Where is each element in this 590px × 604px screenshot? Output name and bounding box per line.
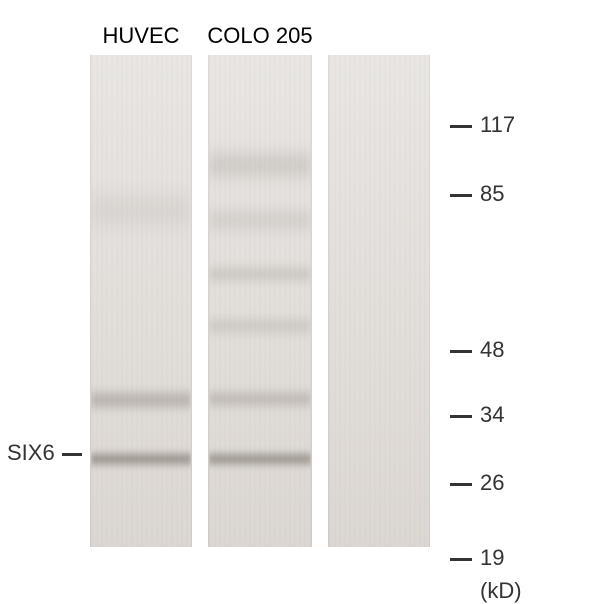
lane-HUVEC — [90, 55, 192, 547]
target-tick — [62, 453, 82, 456]
mw-label: 85 — [480, 181, 504, 207]
lane-blank — [328, 55, 430, 547]
mw-tick — [450, 558, 472, 561]
lane-COLO205 — [208, 55, 312, 547]
mw-tick — [450, 483, 472, 486]
mw-label: 48 — [480, 337, 504, 363]
mw-tick — [450, 350, 472, 353]
mw-tick — [450, 125, 472, 128]
western-blot — [90, 55, 430, 547]
band — [209, 449, 311, 469]
mw-label: 26 — [480, 470, 504, 496]
mw-tick — [450, 194, 472, 197]
band — [91, 387, 191, 413]
band — [209, 315, 311, 337]
mw-label: 117 — [480, 112, 515, 138]
unit-label: (kD) — [480, 578, 522, 604]
mw-label: 34 — [480, 402, 504, 428]
target-label: SIX6 — [7, 440, 55, 466]
band — [209, 145, 311, 185]
band — [91, 185, 191, 235]
band — [91, 449, 191, 469]
mw-tick — [450, 415, 472, 418]
band — [209, 387, 311, 411]
band — [209, 263, 311, 285]
mw-label: 19 — [480, 545, 504, 571]
lane-label-HUVEC: HUVEC — [102, 23, 179, 49]
lane-label-COLO205: COLO 205 — [207, 23, 312, 49]
band — [209, 205, 311, 235]
